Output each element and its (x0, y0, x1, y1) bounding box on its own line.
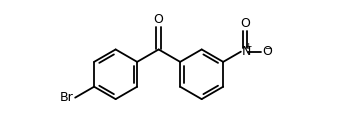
Text: O: O (263, 45, 272, 58)
Text: Br: Br (60, 91, 74, 104)
Text: N: N (242, 45, 251, 58)
Text: O: O (154, 13, 164, 26)
Text: +: + (244, 42, 252, 51)
Text: −: − (264, 43, 272, 52)
Text: O: O (240, 17, 250, 30)
